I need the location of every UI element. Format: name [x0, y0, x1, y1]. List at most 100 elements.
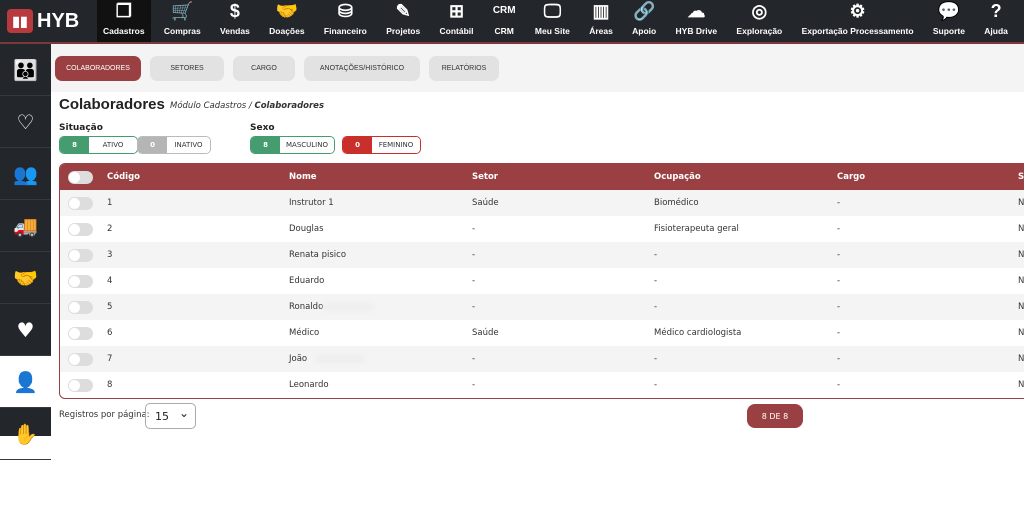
- nav-explora-o[interactable]: ◎ Exploração: [730, 0, 788, 42]
- nav-doa-es[interactable]: 🤝 Doações: [263, 0, 310, 42]
- page-title: Colaboradores: [59, 96, 165, 113]
- per-page-select[interactable]: 15: [145, 403, 196, 429]
- logo-icon: ▮▮: [7, 9, 33, 33]
- sidebar-item-family[interactable]: 👪: [0, 44, 51, 96]
- table-cell: -: [472, 250, 476, 260]
- breadcrumb-current: Colaboradores: [254, 101, 325, 111]
- calculator-icon: ⊞: [448, 1, 465, 21]
- table-cell: Médico cardiologista: [654, 328, 742, 338]
- nav-label: Suporte: [932, 26, 965, 36]
- table-cell: -: [837, 302, 841, 312]
- table-cell: -: [837, 198, 841, 208]
- question-icon: ?: [990, 1, 1002, 21]
- ativo-label: ATIVO: [89, 137, 137, 153]
- employee-icon: 👤: [13, 369, 38, 394]
- row-toggle[interactable]: [68, 274, 93, 288]
- table-cell: N: [1018, 250, 1024, 260]
- table-row[interactable]: 7 João - - - N: [60, 346, 1024, 372]
- nav-meu-site[interactable]: 🖵 Meu Site: [529, 0, 576, 42]
- inativo-label: INATIVO: [167, 137, 210, 153]
- table-cell: -: [837, 380, 841, 390]
- nav-hyb-drive[interactable]: ☁ HYB Drive: [670, 0, 724, 42]
- inativo-count: 0: [138, 137, 167, 153]
- nav-cont-bil[interactable]: ⊞ Contábil: [434, 0, 480, 42]
- filter-feminino[interactable]: 0 FEMININO: [342, 136, 421, 154]
- row-toggle[interactable]: [68, 352, 93, 366]
- cart-icon: 🛒: [171, 1, 194, 21]
- nav-label: HYB Drive: [675, 26, 718, 36]
- pagination-button[interactable]: 8 DE 8: [747, 404, 803, 428]
- table-cell: -: [837, 250, 841, 260]
- nav-financeiro[interactable]: ⛁ Financeiro: [318, 0, 373, 42]
- column-header[interactable]: Código: [107, 172, 140, 182]
- table-row[interactable]: 3 Renata pisico - - - N: [60, 242, 1024, 268]
- sidebar-item-hand-card[interactable]: ✋: [0, 408, 51, 460]
- nav-compras[interactable]: 🛒 Compras: [158, 0, 207, 42]
- column-header[interactable]: Cargo: [837, 172, 866, 182]
- column-header[interactable]: Nome: [289, 172, 317, 182]
- column-header[interactable]: Setor: [472, 172, 498, 182]
- care-icon: ♥: [16, 317, 35, 342]
- table-row[interactable]: 4 Eduardo - - - N: [60, 268, 1024, 294]
- column-header[interactable]: S: [1018, 172, 1024, 182]
- table-cell: Leonardo: [289, 380, 329, 390]
- row-toggle[interactable]: [68, 378, 93, 392]
- nav-vendas[interactable]: $ Vendas: [214, 0, 256, 42]
- per-page-label: Registros por página:: [59, 410, 150, 420]
- sidebar-item-people[interactable]: 👥: [0, 148, 51, 200]
- nav-label: Contábil: [439, 26, 474, 36]
- sidebar-item-heart-hand[interactable]: ♡: [0, 96, 51, 148]
- nav-ajuda[interactable]: ? Ajuda: [978, 0, 1014, 42]
- table-cell: 6: [107, 328, 113, 338]
- tab-setores[interactable]: SETORES: [150, 55, 224, 81]
- filter-inativo[interactable]: 0 INATIVO: [137, 136, 211, 154]
- sidebar-item-handshake[interactable]: 🤝: [0, 252, 51, 304]
- nav-label: Meu Site: [534, 26, 570, 36]
- table-row[interactable]: 1 Instrutor 1 Saúde Biomédico - N: [60, 190, 1024, 216]
- nav-crm[interactable]: CRM CRM: [487, 0, 522, 42]
- row-toggle[interactable]: [68, 248, 93, 262]
- table-cell: N: [1018, 198, 1024, 208]
- chat-icon: 💬: [937, 1, 961, 21]
- table-cell: Fisioterapeuta geral: [654, 224, 739, 234]
- row-toggle[interactable]: [68, 300, 93, 314]
- table-cell: N: [1018, 328, 1024, 338]
- column-header[interactable]: Ocupação: [654, 172, 701, 182]
- sidebar-item-employee[interactable]: 👤: [0, 356, 51, 408]
- tab-cargo[interactable]: CARGO: [233, 55, 295, 81]
- table-cell: -: [837, 224, 841, 234]
- pencil-icon: ✎: [395, 1, 411, 21]
- feminino-label: FEMININO: [372, 137, 420, 153]
- row-toggle[interactable]: [68, 196, 93, 210]
- table-row[interactable]: 2 Douglas - Fisioterapeuta geral - N: [60, 216, 1024, 242]
- table-cell: João: [289, 354, 308, 364]
- nav-label: Exploração: [736, 26, 783, 36]
- table-row[interactable]: 6 Médico Saúde Médico cardiologista - N: [60, 320, 1024, 346]
- nav-apoio[interactable]: 🔗 Apoio: [626, 0, 662, 42]
- logo[interactable]: ▮▮ HYB: [0, 0, 97, 42]
- filter-ativo[interactable]: 8 ATIVO: [59, 136, 138, 154]
- nav-cadastros[interactable]: ❐ Cadastros: [97, 0, 151, 42]
- tab-relat-rios[interactable]: RELATÓRIOS: [429, 55, 499, 81]
- row-toggle[interactable]: [68, 222, 93, 236]
- copy-icon: ❐: [115, 1, 132, 21]
- table-cell: -: [654, 250, 658, 260]
- row-toggle[interactable]: [68, 326, 93, 340]
- nav-label: CRM: [494, 26, 514, 36]
- table-row[interactable]: 5 Ronaldo - - - N: [60, 294, 1024, 320]
- nav-suporte[interactable]: 💬 Suporte: [927, 0, 971, 42]
- tab-anota-es-hist-rico[interactable]: ANOTAÇÕES/HISTÓRICO: [304, 55, 420, 81]
- tab-colaboradores[interactable]: COLABORADORES: [55, 55, 141, 81]
- nav-exporta-o-processamento[interactable]: ⚙ Exportação Processamento: [796, 0, 920, 42]
- monitor-icon: 🖵: [543, 1, 562, 21]
- nav-projetos[interactable]: ✎ Projetos: [380, 0, 426, 42]
- handshake-icon: 🤝: [13, 265, 38, 290]
- sidebar-item-truck[interactable]: 🚚: [0, 200, 51, 252]
- breadcrumb-module[interactable]: Módulo Cadastros /: [170, 101, 252, 111]
- filter-masculino[interactable]: 8 MASCULINO: [250, 136, 335, 154]
- nav--reas[interactable]: ▥ Áreas: [583, 0, 619, 42]
- sidebar-item-care[interactable]: ♥: [0, 304, 51, 356]
- table-cell: 4: [107, 276, 113, 286]
- table-row[interactable]: 8 Leonardo - - - N: [60, 372, 1024, 398]
- select-all-toggle[interactable]: [68, 170, 93, 184]
